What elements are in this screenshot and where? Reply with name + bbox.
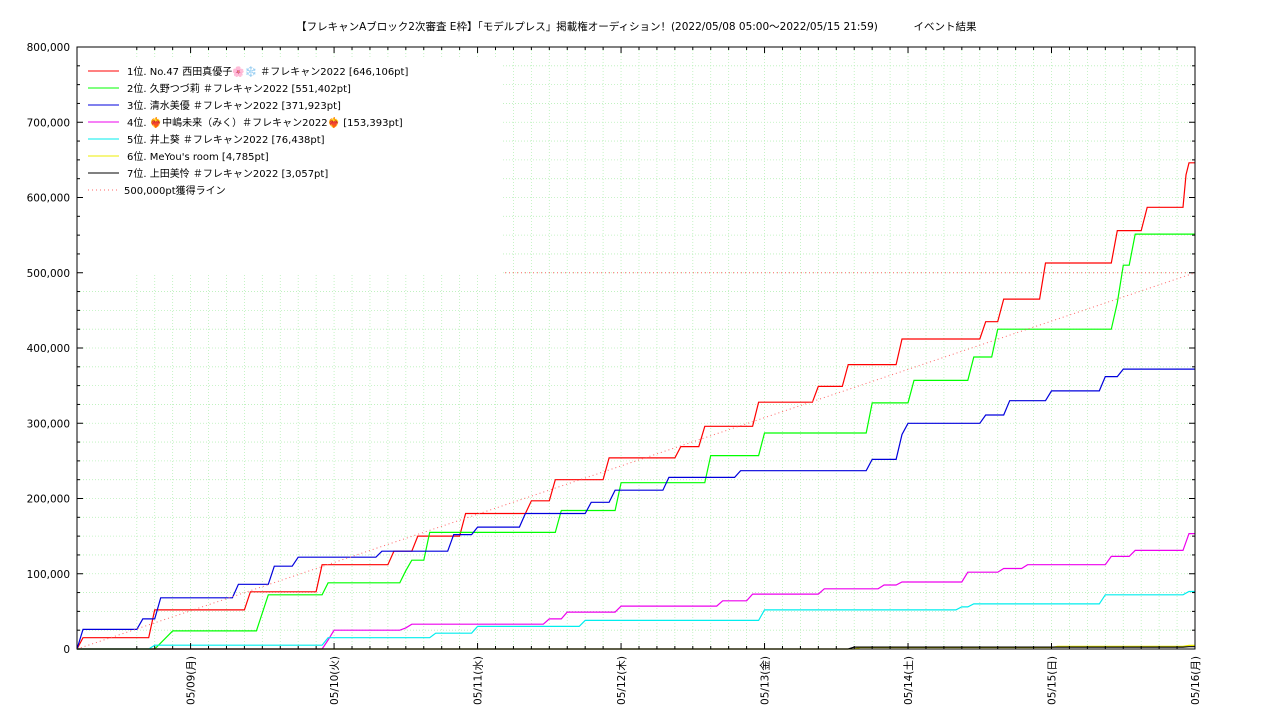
y-tick-label: 600,000 xyxy=(27,193,70,205)
series-line-8 xyxy=(76,272,1196,650)
legend-label-2: 2位. 久野つづ莉 ＃フレキャン2022 [551,402pt] xyxy=(127,82,351,95)
y-tick-label: 200,000 xyxy=(27,494,70,506)
legend-background xyxy=(78,58,502,274)
y-tick-label: 300,000 xyxy=(27,418,70,430)
series-line-1 xyxy=(76,162,1195,650)
x-tick-label: 05/09(月) xyxy=(186,656,198,705)
chart-subtitle: イベント結果 xyxy=(914,20,977,33)
legend-label-6: 6位. MeYou's room [4,785pt] xyxy=(127,150,269,163)
x-tick-label: 05/11(水) xyxy=(473,656,485,705)
x-tick-label: 05/16(月) xyxy=(1190,656,1202,705)
y-tick-label: 800,000 xyxy=(27,42,70,54)
series-line-3 xyxy=(76,368,1195,650)
legend-label-5: 5位. 井上葵 ＃フレキャン2022 [76,438pt] xyxy=(127,133,325,146)
y-tick-label: 100,000 xyxy=(27,569,70,581)
x-tick-label: 05/14(土) xyxy=(902,656,915,705)
x-tick-label: 05/10(火) xyxy=(329,656,341,705)
axes: 0 100,000 200,000 300,000 400,000 500,000 600,… xyxy=(27,42,1202,705)
chart-title: 【フレキャンAブロック2次審査 E枠】「モデルプレス」掲載権オーディション！(2… xyxy=(296,20,878,33)
series-line-2 xyxy=(77,233,1195,650)
series-lines xyxy=(76,162,1196,650)
series-line-5 xyxy=(77,590,1195,650)
x-tick-label: 05/13(金) xyxy=(759,656,772,705)
y-tick-label: 400,000 xyxy=(27,343,70,355)
y-tick-label: 700,000 xyxy=(27,117,70,129)
x-tick-label: 05/12(木) xyxy=(616,656,628,705)
legend-label-7: 7位. 上田美怜 ＃フレキャン2022 [3,057pt] xyxy=(127,167,328,180)
legend-label-8: 500,000pt獲得ライン xyxy=(124,184,226,197)
legend-label-4: 4位. ❤️‍🔥中嶋未来（みく）＃フレキャン2022❤️‍🔥 [153,393p… xyxy=(127,116,403,129)
legend: 1位. No.47 西田真優子🌸❄️ ＃フレキャン2022 [646,106pt… xyxy=(88,65,408,197)
legend-label-3: 3位. 清水美優 ＃フレキャン2022 [371,923pt] xyxy=(127,99,341,112)
x-tick-label: 05/15(日) xyxy=(1047,656,1059,705)
series-line-4 xyxy=(77,532,1195,650)
y-tick-label: 0 xyxy=(63,644,70,656)
legend-label-1: 1位. No.47 西田真優子🌸❄️ ＃フレキャン2022 [646,106pt… xyxy=(127,65,408,78)
y-tick-label: 500,000 xyxy=(27,268,70,280)
